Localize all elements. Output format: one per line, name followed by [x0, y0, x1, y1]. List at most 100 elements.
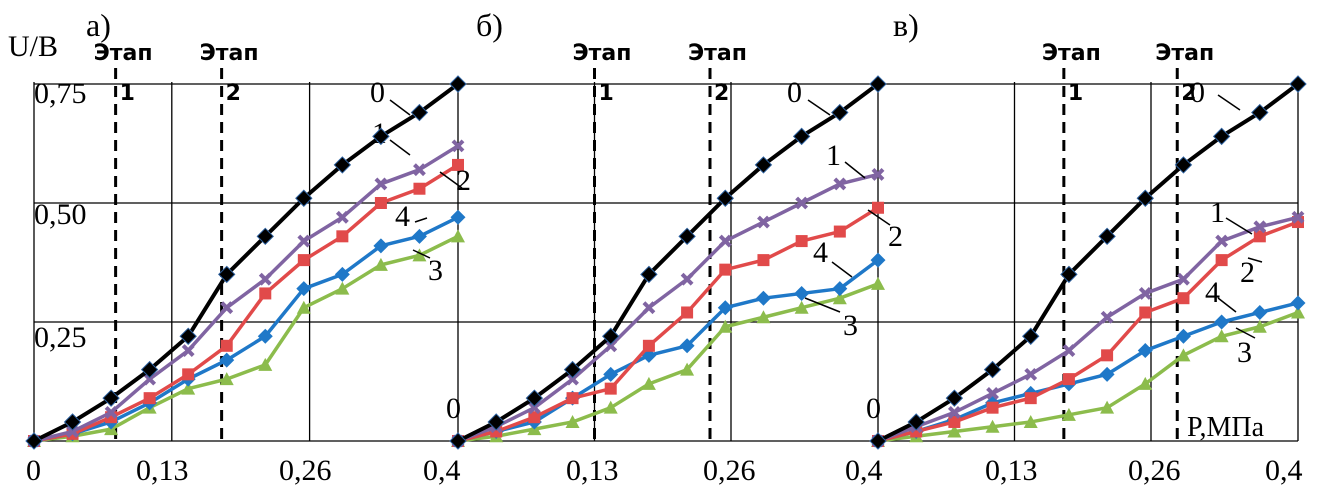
- data-point: [948, 415, 961, 428]
- data-point: [1253, 220, 1267, 234]
- data-point: [220, 339, 233, 352]
- data-point: [335, 281, 350, 295]
- data-point: [794, 300, 809, 314]
- series-line: [457, 82, 880, 443]
- data-point: [566, 392, 579, 405]
- series-leader: [1247, 257, 1263, 263]
- data-point: [373, 257, 388, 271]
- series-3: 3: [871, 305, 1305, 447]
- data-point: [947, 424, 962, 438]
- stage-label: Этап: [94, 41, 153, 66]
- x-tick-label-04-b: 0,4: [845, 454, 883, 487]
- data-point: [143, 392, 156, 405]
- data-point: [832, 291, 847, 305]
- series-line: [877, 82, 1300, 443]
- series-leader: [804, 297, 841, 313]
- data-point: [1137, 343, 1153, 359]
- series-label: 4: [813, 236, 828, 269]
- data-point: [487, 413, 505, 431]
- series-label: 4: [395, 200, 410, 233]
- data-point: [945, 389, 964, 407]
- data-point: [1138, 287, 1152, 300]
- series-leader: [389, 99, 411, 116]
- data-point: [602, 327, 620, 345]
- data-point: [258, 357, 273, 371]
- data-point: [716, 189, 734, 207]
- data-point: [220, 301, 234, 315]
- series-line: [877, 220, 1299, 443]
- panel-1: а)Этап1Этап234210: [25, 7, 471, 450]
- data-point: [1024, 367, 1038, 381]
- series-leader: [1235, 327, 1256, 339]
- data-point: [449, 75, 467, 93]
- data-point: [985, 419, 1000, 433]
- data-point: [181, 344, 195, 357]
- x-tick-label-0: 0: [26, 454, 41, 487]
- data-point: [986, 386, 999, 400]
- data-point: [296, 281, 312, 297]
- x-tick-label-04-c: 0,4: [1265, 454, 1303, 487]
- stage-label: Этап: [1155, 41, 1214, 66]
- stage-number: 2: [1181, 81, 1196, 106]
- data-point: [373, 238, 389, 254]
- data-point: [410, 103, 429, 122]
- data-point: [334, 266, 350, 282]
- data-point: [528, 411, 541, 424]
- series-label: 4: [1205, 276, 1220, 309]
- data-point: [947, 406, 961, 419]
- panel-label: б): [476, 7, 503, 43]
- series-line: [33, 163, 459, 443]
- series-leader: [867, 209, 891, 226]
- data-point: [869, 432, 887, 450]
- data-point: [603, 366, 619, 382]
- data-point: [525, 389, 544, 407]
- data-point: [831, 103, 849, 122]
- data-point: [794, 285, 810, 301]
- data-point: [871, 276, 885, 290]
- data-point: [1139, 306, 1152, 319]
- data-point: [1291, 210, 1305, 224]
- data-point: [795, 235, 808, 248]
- data-point: [451, 229, 465, 243]
- data-point: [297, 234, 311, 248]
- data-point: [833, 225, 846, 238]
- y-tick-label-low: 0,25: [34, 321, 87, 354]
- data-point: [181, 381, 196, 395]
- data-point: [102, 389, 120, 407]
- series-line: [457, 172, 879, 443]
- series-label: 0: [370, 76, 385, 109]
- data-point: [566, 372, 579, 386]
- data-point: [642, 301, 656, 315]
- data-point: [719, 263, 732, 276]
- x-tick-label-026-a: 0,26: [279, 454, 332, 487]
- data-point: [565, 414, 580, 428]
- data-point: [372, 127, 390, 146]
- data-point: [1062, 373, 1075, 386]
- data-point: [680, 362, 695, 376]
- series-label: 2: [456, 164, 471, 197]
- y-tick-label-top: 0,75: [34, 77, 87, 110]
- panel-label: в): [893, 7, 919, 43]
- data-point: [641, 376, 656, 390]
- data-point: [1251, 103, 1269, 122]
- series-label: 2: [888, 220, 903, 253]
- data-point: [336, 230, 349, 243]
- data-point: [833, 177, 847, 191]
- origin-label: 0: [866, 392, 881, 425]
- series-leader: [1225, 217, 1253, 235]
- series-line: [877, 310, 1299, 443]
- data-point: [218, 265, 236, 284]
- data-point: [1215, 254, 1228, 267]
- data-point: [257, 328, 273, 344]
- series-line: [33, 144, 459, 443]
- data-point: [104, 406, 118, 419]
- series-0: 0: [25, 75, 467, 450]
- x-tick-label-013-c: 0,13: [985, 454, 1038, 487]
- stage-number: 1: [120, 81, 135, 106]
- data-point: [678, 227, 696, 246]
- data-point: [182, 368, 195, 381]
- data-point: [1099, 366, 1115, 382]
- data-point: [1212, 127, 1231, 146]
- data-point: [870, 252, 886, 268]
